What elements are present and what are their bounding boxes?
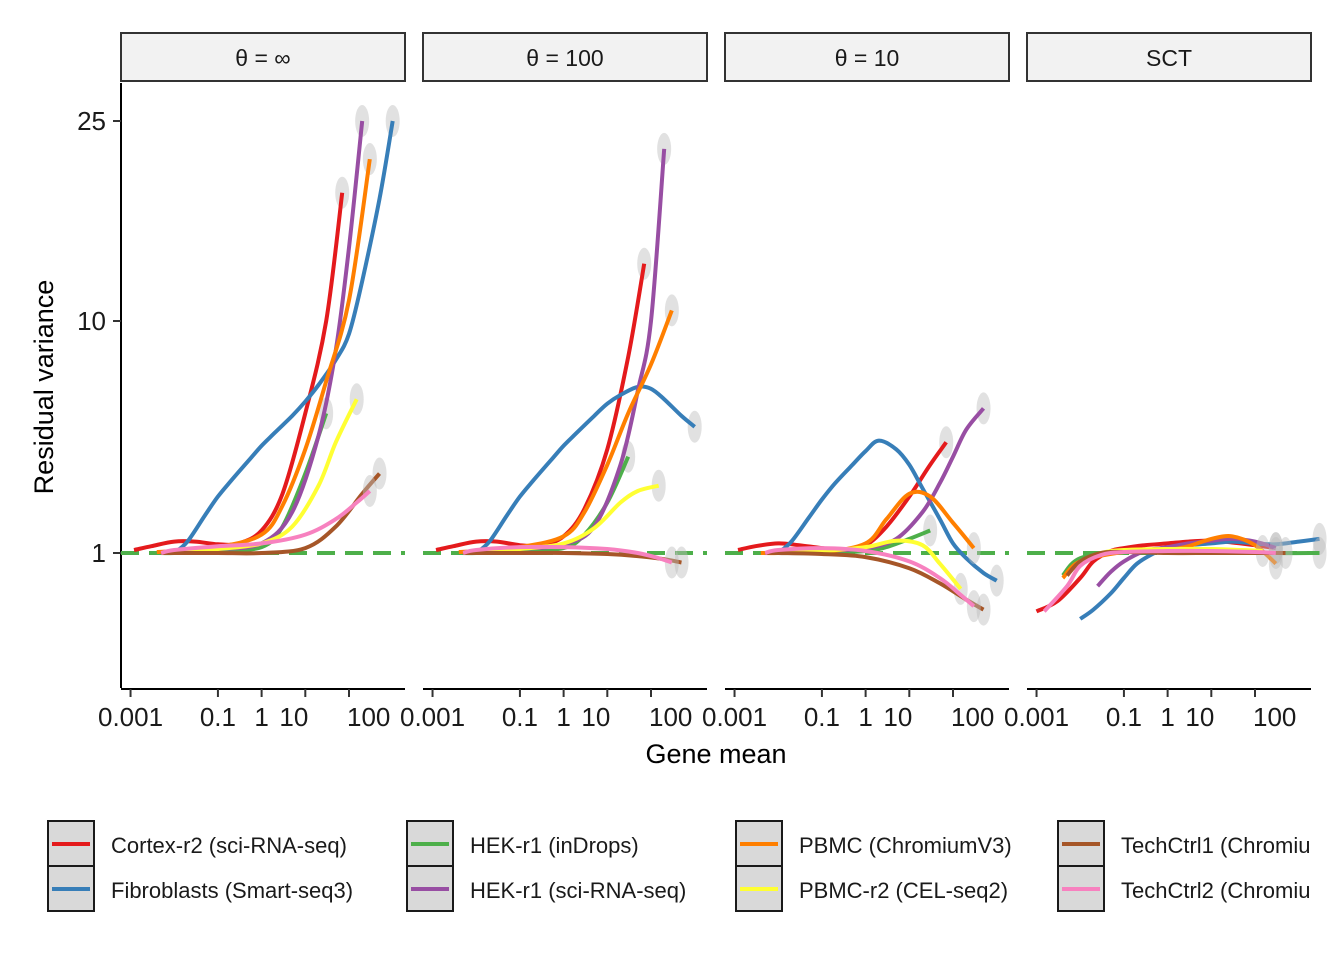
legend: Cortex-r2 (sci-RNA-seq) Fibroblasts (Smar… — [47, 820, 1311, 912]
series-line — [1042, 548, 1276, 613]
series-line — [765, 550, 985, 612]
x-tick-label: 100 — [951, 702, 994, 732]
series-line — [778, 538, 963, 591]
facet-title: θ = ∞ — [235, 45, 290, 71]
facet-panel: SCT 0.001 0.1 1 10 100 — [1004, 32, 1327, 732]
facet-panel: θ = ∞ 0.001 0.1 1 10 100 — [98, 32, 406, 732]
x-tick-label: 10 — [883, 702, 912, 732]
confidence-band — [372, 457, 387, 490]
y-tick-label: 1 — [92, 538, 106, 568]
y-tick-label: 10 — [77, 306, 106, 336]
legend-label: HEK-r1 (sci-RNA-seq) — [470, 878, 686, 903]
x-tick-label: 100 — [649, 702, 692, 732]
confidence-band — [1278, 537, 1293, 569]
x-tick-label: 10 — [1185, 702, 1214, 732]
legend-item: HEK-r1 (sci-RNA-seq) — [406, 865, 686, 912]
legend-item: TechCtrl1 (Chromiu — [1057, 820, 1311, 867]
confidence-band — [1268, 532, 1283, 565]
legend-label: TechCtrl1 (Chromiu — [1121, 833, 1311, 858]
chart-plot-area: 1 10 25 θ = ∞ 0.001 0.1 1 10 100 θ = 100 0.001 0.1 1… — [77, 32, 1327, 732]
facet-title: θ = 100 — [526, 45, 603, 71]
facet-panel: θ = 10 0.001 0.1 1 10 100 — [702, 32, 1010, 732]
series-line — [776, 438, 998, 583]
x-tick-label: 10 — [581, 702, 610, 732]
x-tick-label: 100 — [347, 702, 390, 732]
series-line — [474, 384, 696, 555]
legend-item: Fibroblasts (Smart-seq3) — [47, 865, 353, 912]
legend-label: TechCtrl2 (Chromiu — [1121, 878, 1311, 903]
x-tick-label: 0.001 — [1004, 702, 1069, 732]
facet-title: θ = 10 — [835, 45, 900, 71]
legend-label: PBMC-r2 (CEL-seq2) — [799, 878, 1008, 903]
confidence-band — [976, 392, 991, 425]
series-line — [174, 398, 359, 555]
x-tick-label: 0.1 — [200, 702, 236, 732]
confidence-band — [1268, 547, 1283, 580]
x-tick-label: 0.001 — [98, 702, 163, 732]
legend-label: PBMC (ChromiumV3) — [799, 833, 1012, 858]
legend-label: HEK-r1 (inDrops) — [470, 833, 639, 858]
confidence-band — [939, 426, 954, 459]
series-line — [791, 407, 986, 555]
series-line — [737, 441, 948, 553]
confidence-band — [1312, 522, 1327, 555]
x-tick-label: 1 — [858, 702, 872, 732]
legend-item: PBMC (ChromiumV3) — [735, 820, 1012, 867]
confidence-band — [335, 176, 350, 209]
facet-panel: θ = 100 0.001 0.1 1 10 100 — [400, 32, 708, 732]
series-line — [161, 472, 382, 556]
x-tick-label: 1 — [1160, 702, 1174, 732]
facet-strip — [422, 32, 708, 82]
series-line — [764, 546, 976, 608]
legend-label: Fibroblasts (Smart-seq3) — [111, 878, 353, 903]
series-line — [458, 309, 674, 554]
confidence-band — [1268, 537, 1283, 569]
series-line — [160, 489, 372, 555]
series-line — [462, 544, 673, 565]
confidence-band — [362, 143, 377, 176]
x-tick-label: 0.001 — [400, 702, 465, 732]
x-tick-label: 0.1 — [1106, 702, 1142, 732]
legend-item: Cortex-r2 (sci-RNA-seq) — [47, 820, 347, 867]
facet-strip — [120, 32, 406, 82]
confidence-band — [362, 475, 377, 508]
facet-title: SCT — [1146, 45, 1192, 71]
legend-item: PBMC-r2 (CEL-seq2) — [735, 865, 1008, 912]
y-tick-label: 25 — [77, 106, 106, 136]
confidence-band — [664, 546, 679, 579]
series-line — [187, 120, 365, 553]
facet-strip — [724, 32, 1010, 82]
confidence-band — [1312, 537, 1327, 569]
legend-item: HEK-r1 (inDrops) — [406, 820, 639, 867]
x-tick-label: 1 — [254, 702, 268, 732]
x-tick-label: 0.001 — [702, 702, 767, 732]
x-axis-title: Gene mean — [645, 739, 786, 769]
x-tick-label: 0.1 — [502, 702, 538, 732]
legend-label: Cortex-r2 (sci-RNA-seq) — [111, 833, 347, 858]
facet-strip — [1026, 32, 1312, 82]
legend-item: TechCtrl2 (Chromiu — [1057, 865, 1311, 912]
confidence-band — [966, 532, 981, 565]
x-tick-label: 1 — [556, 702, 570, 732]
confidence-band — [1268, 532, 1283, 565]
confidence-band — [674, 546, 689, 579]
x-tick-label: 100 — [1253, 702, 1296, 732]
y-axis-title: Residual variance — [29, 280, 59, 495]
series-line — [172, 120, 395, 555]
x-tick-label: 0.1 — [804, 702, 840, 732]
confidence-band — [966, 590, 981, 623]
confidence-band — [976, 593, 991, 626]
x-tick-label: 10 — [279, 702, 308, 732]
